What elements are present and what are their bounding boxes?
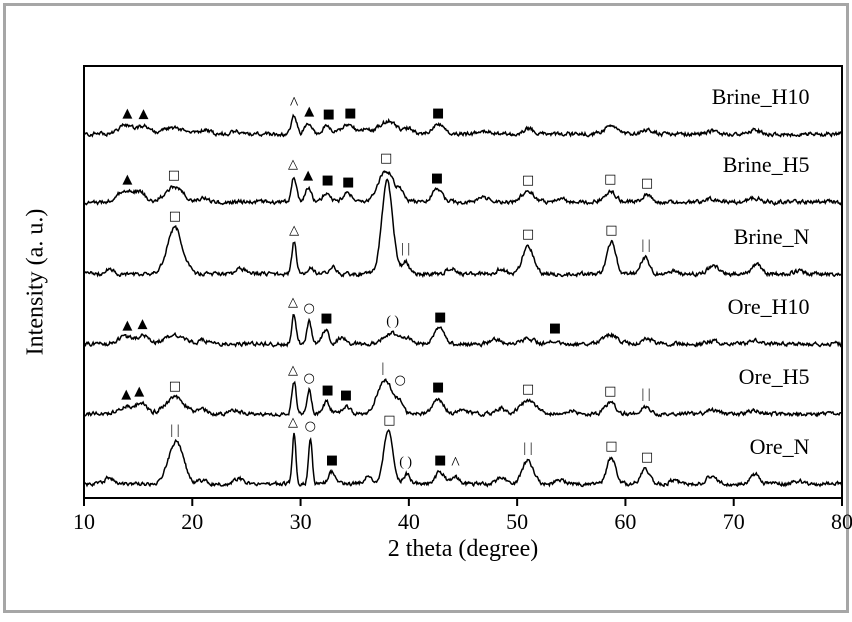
marker-bars-icon: | | xyxy=(401,242,410,257)
trace-Brine_N xyxy=(83,178,843,279)
marker-filled-square-icon: ■ xyxy=(342,175,354,190)
series-label-Ore_N: Ore_N xyxy=(750,434,810,459)
series-label-Brine_H10: Brine_H10 xyxy=(712,84,810,109)
x-tick-label: 70 xyxy=(723,509,745,534)
marker-open-circle-icon: ○ xyxy=(305,419,316,434)
marker-caret-icon: ^ xyxy=(290,93,299,113)
marker-filled-triangle-icon: ▲ xyxy=(122,106,132,121)
marker-open-circle-icon: ○ xyxy=(304,371,315,386)
x-tick-label: 80 xyxy=(831,509,852,534)
marker-filled-square-icon: ■ xyxy=(321,173,333,188)
marker-open-circle-icon: ○ xyxy=(395,373,406,388)
figure-frame: 10 20 30 40 50 60 70 80 ▲ ▲ ^ ▲ ■ ■ ■ Brine_H10 ▲ □ △ ▲ ■ ■ □ ■… xyxy=(3,3,852,613)
marker-open-square-icon: □ xyxy=(383,413,395,428)
marker-open-square-icon: □ xyxy=(169,209,181,224)
xrd-plot-area: 10 20 30 40 50 60 70 80 ▲ ▲ ^ ▲ ■ ■ ■ Brine_H10 ▲ □ △ ▲ ■ ■ □ ■… xyxy=(6,6,852,610)
marker-open-circle-icon: ○ xyxy=(304,301,315,316)
marker-open-square-icon: □ xyxy=(604,384,616,399)
marker-bars-icon: | | xyxy=(523,441,532,456)
marker-filled-triangle-icon: ▲ xyxy=(134,384,144,399)
xrd-plot-canvas: 10 20 30 40 50 60 70 80▲ ▲^ ▲ ■ ■ ■Brine_H10▲ □△▲ ■ ■□■… xyxy=(73,65,852,534)
x-axis-title: 2 theta (degree) xyxy=(387,536,539,562)
trace-Brine_H10 xyxy=(83,113,843,138)
marker-filled-square-icon: ■ xyxy=(340,388,352,403)
marker-bars-icon: | | xyxy=(170,423,179,438)
marker-parens-icon: ( ) xyxy=(386,314,399,329)
marker-open-square-icon: □ xyxy=(641,176,653,191)
marker-filled-square-icon: ■ xyxy=(432,380,444,395)
trace-Ore_H5 xyxy=(83,378,843,418)
trace-Ore_H10 xyxy=(83,313,843,348)
marker-filled-triangle-icon: ▲ xyxy=(137,317,147,332)
marker-parens-icon: ( ) xyxy=(399,455,412,470)
series-label-Ore_H10: Ore_H10 xyxy=(728,294,810,319)
marker-filled-square-icon: ■ xyxy=(326,453,338,468)
marker-open-square-icon: □ xyxy=(604,172,616,187)
marker-open-square-icon: □ xyxy=(522,173,534,188)
series-label-Brine_N: Brine_N xyxy=(734,224,810,249)
marker-filled-triangle-icon: ▲ xyxy=(122,172,132,187)
x-tick-label: 60 xyxy=(614,509,636,534)
marker-filled-triangle-icon: ▲ xyxy=(121,387,131,402)
marker-filled-square-icon: ■ xyxy=(549,321,561,336)
x-tick-label: 30 xyxy=(290,509,312,534)
plot-border xyxy=(83,65,843,499)
marker-open-triangle-icon: △ xyxy=(288,415,298,430)
series-label-Ore_H5: Ore_H5 xyxy=(739,364,810,389)
marker-open-square-icon: □ xyxy=(641,450,653,465)
x-tick-label: 20 xyxy=(181,509,203,534)
marker-open-triangle-icon: △ xyxy=(288,295,298,310)
marker-filled-triangle-icon: ▲ xyxy=(304,104,314,119)
marker-bars-icon: | | xyxy=(641,387,650,402)
trace-Ore_N xyxy=(83,428,843,488)
marker-filled-triangle-icon: ▲ xyxy=(139,107,149,122)
marker-filled-triangle-icon: ▲ xyxy=(122,318,132,333)
marker-open-triangle-icon: △ xyxy=(289,223,299,238)
marker-open-square-icon: □ xyxy=(380,151,392,166)
marker-open-square-icon: □ xyxy=(605,439,617,454)
marker-open-triangle-icon: △ xyxy=(288,363,298,378)
marker-filled-square-icon: ■ xyxy=(432,106,444,121)
marker-filled-square-icon: ■ xyxy=(344,106,356,121)
marker-filled-square-icon: ■ xyxy=(320,311,332,326)
marker-open-triangle-icon: △ xyxy=(288,157,298,172)
x-tick-label: 40 xyxy=(398,509,420,534)
marker-open-square-icon: □ xyxy=(169,379,181,394)
marker-filled-square-icon: ■ xyxy=(431,171,443,186)
marker-bars-icon: | | xyxy=(641,238,650,253)
marker-open-square-icon: □ xyxy=(522,227,534,242)
x-tick-label: 50 xyxy=(506,509,528,534)
marker-open-square-icon: □ xyxy=(168,168,180,183)
y-axis-title: Intensity (a. u.) xyxy=(22,208,49,356)
x-tick-label: 10 xyxy=(73,509,95,534)
marker-filled-square-icon: ■ xyxy=(434,310,446,325)
marker-bar-icon: | xyxy=(381,361,384,376)
trace-Brine_H5 xyxy=(83,170,843,206)
marker-open-square-icon: □ xyxy=(605,223,617,238)
marker-filled-square-icon: ■ xyxy=(434,453,446,468)
marker-filled-triangle-icon: ▲ xyxy=(303,168,313,183)
marker-caret-icon: ^ xyxy=(451,453,460,473)
series-label-Brine_H5: Brine_H5 xyxy=(723,152,810,177)
marker-filled-square-icon: ■ xyxy=(321,383,333,398)
marker-filled-square-icon: ■ xyxy=(323,107,335,122)
marker-open-square-icon: □ xyxy=(522,382,534,397)
